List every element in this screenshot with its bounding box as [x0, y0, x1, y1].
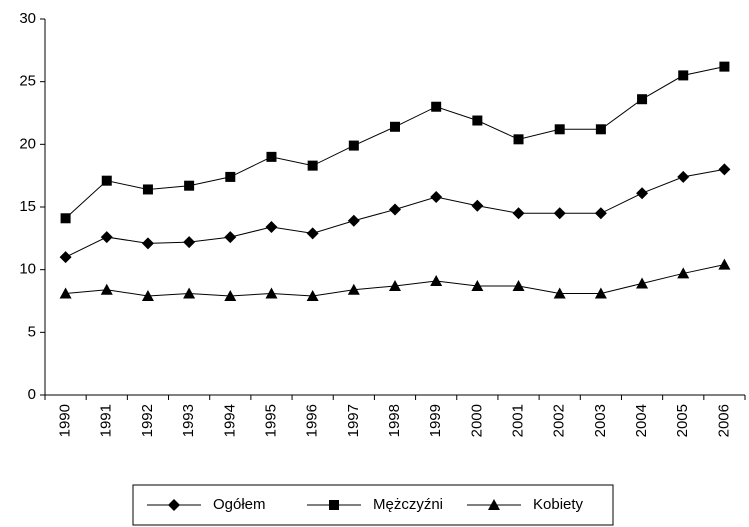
- marker: [265, 221, 278, 234]
- marker: [595, 124, 606, 135]
- marker: [636, 187, 649, 200]
- legend-label: Ogółem: [213, 496, 266, 513]
- marker: [100, 283, 113, 295]
- x-tick-label: 1996: [304, 404, 321, 437]
- marker: [306, 227, 319, 240]
- marker: [266, 151, 277, 162]
- marker: [101, 175, 112, 186]
- marker: [329, 500, 339, 510]
- marker: [471, 199, 484, 212]
- marker: [141, 237, 154, 250]
- marker: [184, 180, 195, 191]
- legend-label: Mężczyźni: [373, 496, 443, 513]
- x-tick-label: 1992: [139, 404, 156, 437]
- marker: [347, 283, 360, 295]
- marker: [348, 140, 359, 151]
- marker: [553, 207, 566, 220]
- x-tick-label: 1995: [262, 404, 279, 437]
- legend: Ogółem Mężczyźni Kobiety: [132, 484, 614, 526]
- marker: [430, 274, 443, 286]
- marker: [390, 121, 400, 132]
- marker: [225, 171, 236, 182]
- y-tick-label: 5: [28, 323, 36, 340]
- marker: [347, 214, 360, 227]
- x-tick-label: 1991: [98, 404, 115, 437]
- x-tick-label: 1990: [57, 404, 74, 437]
- x-tick-label: 1999: [427, 404, 444, 437]
- marker: [554, 124, 565, 135]
- marker: [389, 279, 401, 291]
- x-tick-label: 2003: [592, 404, 609, 437]
- x-tick-label: 1998: [386, 404, 403, 437]
- marker: [224, 231, 237, 244]
- marker: [183, 287, 196, 299]
- marker: [677, 170, 690, 183]
- marker: [718, 258, 731, 270]
- marker: [719, 61, 730, 72]
- marker: [512, 279, 525, 291]
- y-tick-label: 0: [28, 386, 36, 403]
- marker: [512, 207, 525, 220]
- marker: [265, 287, 278, 299]
- y-tick-label: 10: [19, 261, 36, 278]
- x-tick-label: 2006: [715, 404, 732, 437]
- marker: [389, 203, 401, 216]
- marker: [488, 499, 500, 510]
- marker: [430, 190, 443, 203]
- legend-box: [132, 484, 614, 526]
- marker: [100, 231, 113, 244]
- marker: [594, 287, 607, 299]
- marker: [637, 94, 648, 105]
- x-tick-label: 2000: [468, 404, 485, 437]
- marker: [224, 289, 237, 301]
- legend-label: Kobiety: [533, 496, 584, 513]
- marker: [594, 207, 607, 220]
- x-tick-label: 2001: [509, 404, 526, 437]
- marker: [168, 499, 180, 511]
- series-line: [65, 66, 725, 219]
- marker: [59, 251, 72, 264]
- marker: [513, 134, 524, 145]
- y-tick-label: 20: [19, 135, 36, 152]
- marker: [636, 277, 649, 289]
- marker: [553, 287, 566, 299]
- y-tick-label: 25: [19, 73, 36, 90]
- y-tick-label: 30: [19, 10, 36, 27]
- marker: [718, 163, 731, 176]
- marker: [678, 70, 689, 81]
- marker: [141, 289, 154, 301]
- x-tick-label: 1997: [345, 404, 362, 437]
- y-tick-label: 15: [19, 198, 36, 215]
- x-tick-label: 2004: [633, 404, 650, 437]
- x-tick-label: 2005: [674, 404, 691, 437]
- x-tick-label: 2002: [551, 404, 568, 437]
- marker: [677, 267, 690, 279]
- marker: [59, 287, 72, 299]
- marker: [471, 279, 484, 291]
- marker: [306, 289, 319, 301]
- x-tick-label: 1993: [180, 404, 197, 437]
- x-tick-label: 1994: [221, 404, 238, 437]
- marker: [142, 184, 153, 195]
- marker: [472, 115, 483, 126]
- marker: [431, 101, 442, 112]
- marker: [183, 236, 196, 249]
- marker: [60, 213, 71, 224]
- marker: [307, 160, 318, 171]
